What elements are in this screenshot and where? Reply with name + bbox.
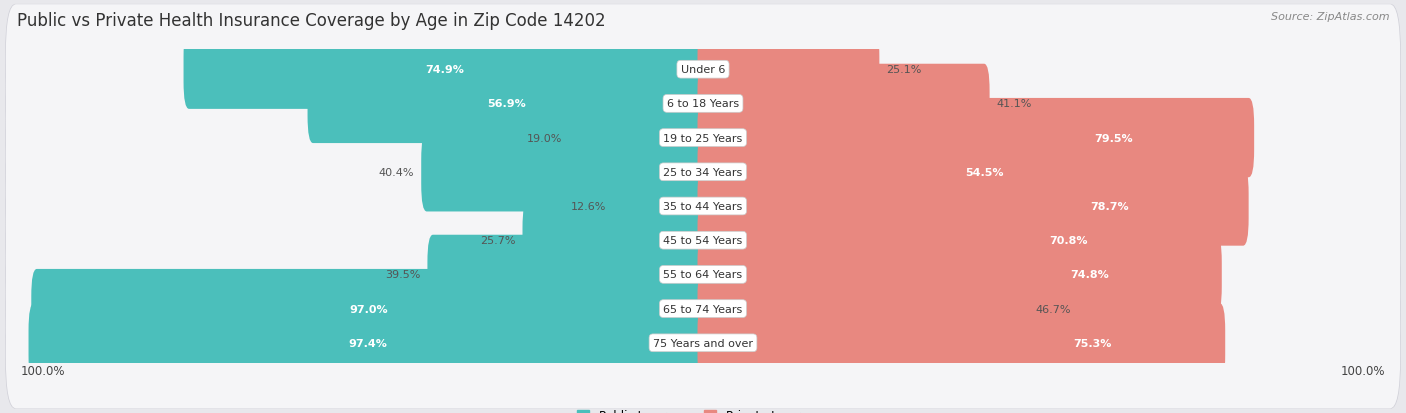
Text: 19.0%: 19.0% xyxy=(526,133,562,143)
FancyBboxPatch shape xyxy=(697,133,1083,212)
FancyBboxPatch shape xyxy=(568,99,709,178)
Text: 100.0%: 100.0% xyxy=(21,364,66,377)
Text: Source: ZipAtlas.com: Source: ZipAtlas.com xyxy=(1271,12,1389,22)
FancyBboxPatch shape xyxy=(6,176,1400,306)
FancyBboxPatch shape xyxy=(6,209,1400,341)
FancyBboxPatch shape xyxy=(6,244,1400,375)
FancyBboxPatch shape xyxy=(697,64,990,144)
FancyBboxPatch shape xyxy=(6,244,1400,374)
Text: 65 to 74 Years: 65 to 74 Years xyxy=(664,304,742,314)
FancyBboxPatch shape xyxy=(6,74,1400,204)
FancyBboxPatch shape xyxy=(427,235,709,314)
FancyBboxPatch shape xyxy=(6,5,1400,136)
Text: 6 to 18 Years: 6 to 18 Years xyxy=(666,99,740,109)
FancyBboxPatch shape xyxy=(6,5,1400,135)
FancyBboxPatch shape xyxy=(6,39,1400,170)
Text: Public vs Private Health Insurance Coverage by Age in Zip Code 14202: Public vs Private Health Insurance Cover… xyxy=(17,12,606,30)
Text: 75 Years and over: 75 Years and over xyxy=(652,338,754,348)
FancyBboxPatch shape xyxy=(6,73,1400,204)
Text: 19 to 25 Years: 19 to 25 Years xyxy=(664,133,742,143)
FancyBboxPatch shape xyxy=(6,107,1400,238)
Text: 75.3%: 75.3% xyxy=(1073,338,1111,348)
Text: 74.9%: 74.9% xyxy=(426,65,464,75)
FancyBboxPatch shape xyxy=(422,133,709,212)
Text: 25 to 34 Years: 25 to 34 Years xyxy=(664,167,742,177)
Text: 39.5%: 39.5% xyxy=(385,270,420,280)
Text: 78.7%: 78.7% xyxy=(1090,202,1129,211)
Text: 74.8%: 74.8% xyxy=(1070,270,1109,280)
FancyBboxPatch shape xyxy=(6,142,1400,272)
FancyBboxPatch shape xyxy=(697,31,879,109)
FancyBboxPatch shape xyxy=(697,167,1249,246)
Text: 55 to 64 Years: 55 to 64 Years xyxy=(664,270,742,280)
Text: 97.4%: 97.4% xyxy=(349,338,387,348)
FancyBboxPatch shape xyxy=(523,201,709,280)
FancyBboxPatch shape xyxy=(308,64,709,144)
Text: 45 to 54 Years: 45 to 54 Years xyxy=(664,236,742,246)
FancyBboxPatch shape xyxy=(31,269,709,349)
Text: 35 to 44 Years: 35 to 44 Years xyxy=(664,202,742,211)
FancyBboxPatch shape xyxy=(697,201,1194,280)
FancyBboxPatch shape xyxy=(613,167,709,246)
FancyBboxPatch shape xyxy=(697,304,1225,382)
Text: 54.5%: 54.5% xyxy=(966,167,1004,177)
Text: 40.4%: 40.4% xyxy=(378,167,415,177)
FancyBboxPatch shape xyxy=(6,176,1400,306)
Text: 97.0%: 97.0% xyxy=(350,304,388,314)
Text: 56.9%: 56.9% xyxy=(488,99,526,109)
Text: 79.5%: 79.5% xyxy=(1094,133,1133,143)
FancyBboxPatch shape xyxy=(697,269,1028,349)
Legend: Public Insurance, Private Insurance: Public Insurance, Private Insurance xyxy=(572,404,834,413)
FancyBboxPatch shape xyxy=(6,107,1400,238)
FancyBboxPatch shape xyxy=(6,39,1400,170)
FancyBboxPatch shape xyxy=(6,141,1400,272)
FancyBboxPatch shape xyxy=(28,304,709,382)
Text: 12.6%: 12.6% xyxy=(571,202,606,211)
Text: 25.1%: 25.1% xyxy=(886,65,922,75)
FancyBboxPatch shape xyxy=(6,278,1400,408)
FancyBboxPatch shape xyxy=(6,278,1400,409)
Text: Under 6: Under 6 xyxy=(681,65,725,75)
FancyBboxPatch shape xyxy=(697,235,1222,314)
FancyBboxPatch shape xyxy=(6,210,1400,340)
Text: 25.7%: 25.7% xyxy=(479,236,516,246)
Text: 70.8%: 70.8% xyxy=(1049,236,1088,246)
Text: 100.0%: 100.0% xyxy=(1340,364,1385,377)
FancyBboxPatch shape xyxy=(184,31,709,109)
FancyBboxPatch shape xyxy=(697,99,1254,178)
Text: 41.1%: 41.1% xyxy=(997,99,1032,109)
Text: 46.7%: 46.7% xyxy=(1035,304,1070,314)
